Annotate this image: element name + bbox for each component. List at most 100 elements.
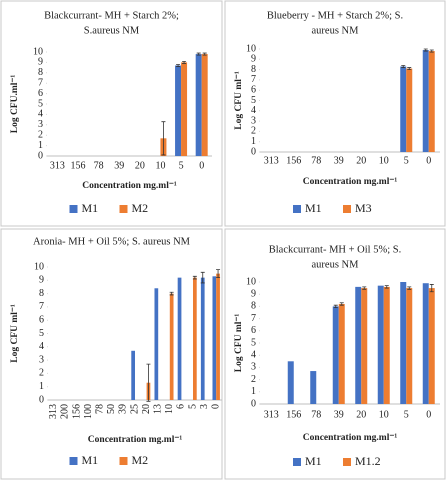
y-tick-label: 7 (39, 301, 44, 312)
y-tick-label: 8 (251, 301, 256, 312)
x-axis-title: Concentration mg.ml⁻¹ (303, 177, 398, 187)
bar (400, 66, 407, 152)
y-tick-label: 5 (39, 328, 44, 339)
legend-swatch (343, 458, 351, 466)
chart-title: aureus NM (312, 259, 360, 270)
x-tick-label: 100 (83, 404, 94, 419)
bar (201, 54, 208, 156)
x-tick-label: 20 (356, 155, 366, 166)
y-tick-label: 4 (39, 341, 44, 352)
y-tick-label: 0 (251, 146, 256, 157)
legend-label: M1 (305, 201, 322, 215)
bar (287, 361, 294, 404)
legend-swatch (293, 458, 301, 466)
bar (406, 68, 413, 152)
bar (400, 282, 407, 404)
bar (131, 350, 135, 400)
y-tick-label: 6 (251, 325, 256, 336)
x-tick-label: 39 (118, 404, 129, 414)
y-tick-label: 4 (251, 349, 256, 360)
y-tick-label: 2 (39, 368, 44, 379)
x-tick-label: 156 (71, 404, 82, 419)
legend-swatch (69, 205, 78, 213)
error-bar (182, 60, 187, 64)
x-tick-label: 78 (311, 409, 321, 420)
y-tick-label: 2 (38, 129, 43, 140)
bar (193, 277, 197, 400)
y-tick-label: 10 (33, 46, 43, 57)
x-tick-label: 5 (187, 404, 198, 409)
error-bar (429, 49, 434, 53)
bar (169, 293, 174, 400)
y-tick-label: 10 (246, 43, 256, 54)
bar (177, 277, 182, 400)
y-tick-label: 1 (251, 386, 256, 397)
y-tick-label: 10 (34, 261, 44, 272)
legend-label: M1 (82, 453, 99, 467)
bar (216, 273, 220, 400)
x-tick-label: 39 (114, 160, 124, 171)
x-tick-label: 39 (334, 155, 344, 166)
error-bar (362, 286, 367, 290)
x-tick-label: 313 (50, 160, 65, 171)
x-tick-label: 156 (286, 155, 301, 166)
bar (332, 306, 339, 404)
bar (377, 285, 384, 404)
error-bar (407, 286, 412, 290)
x-tick-label: 39 (334, 409, 344, 420)
y-axis-title: Log CFU ml⁻¹ (10, 304, 20, 363)
bar (175, 65, 182, 156)
bar (422, 283, 429, 404)
chart-title: Blueberry - MH + Starch 2%; S. (267, 10, 403, 21)
legend-swatch (293, 205, 301, 213)
legend-label: M2 (132, 201, 149, 215)
x-tick-label: 3 (199, 404, 210, 409)
y-tick-label: 8 (251, 64, 256, 75)
bar (181, 62, 188, 156)
y-tick-label: 0 (39, 394, 44, 405)
error-bar (429, 284, 434, 293)
x-tick-label: 5 (404, 409, 409, 420)
x-tick-label: 20 (135, 160, 145, 171)
bar (355, 286, 362, 404)
legend-label: M2 (132, 453, 149, 467)
chart-title: Blackcurrant- MH + Starch 2%; (44, 10, 179, 21)
chart-title: Aronia- MH + Oil 5%; S. aureus NM (33, 236, 191, 247)
x-tick-label: 25 (129, 404, 140, 414)
error-bar (333, 304, 338, 309)
x-tick-label: 10 (155, 160, 165, 171)
y-tick-label: 3 (251, 115, 256, 126)
chart-title: Blackcurrant- MH + Oil 5%; S. (269, 244, 401, 255)
x-tick-label: 50 (106, 404, 117, 414)
y-tick-label: 7 (38, 77, 43, 88)
bar (383, 286, 390, 404)
x-axis-title: Concentration mg.ml⁻¹ (82, 181, 177, 191)
y-tick-label: 3 (39, 354, 44, 365)
y-tick-label: 9 (251, 54, 256, 65)
x-axis-title: Concentration mg.ml⁻¹ (303, 433, 398, 443)
error-bar (339, 302, 344, 306)
y-tick-label: 8 (39, 288, 44, 299)
y-tick-label: 0 (38, 150, 43, 161)
y-tick-label: 6 (39, 314, 44, 325)
y-tick-label: 6 (38, 88, 43, 99)
bar (200, 277, 205, 400)
x-tick-label: 20 (356, 409, 366, 420)
y-tick-label: 9 (39, 275, 44, 286)
y-tick-label: 4 (251, 105, 256, 116)
x-tick-label: 156 (70, 160, 85, 171)
y-tick-label: 3 (251, 362, 256, 373)
x-tick-label: 10 (164, 404, 175, 414)
y-tick-label: 0 (251, 398, 256, 409)
x-tick-label: 313 (264, 409, 279, 420)
legend-swatch (119, 205, 128, 213)
error-bar (202, 52, 207, 56)
bar (406, 288, 413, 404)
y-tick-label: 5 (251, 95, 256, 106)
bar (428, 288, 435, 404)
x-tick-label: 10 (379, 409, 389, 420)
x-tick-label: 0 (426, 155, 431, 166)
bar (195, 54, 202, 156)
error-bar (161, 121, 166, 156)
